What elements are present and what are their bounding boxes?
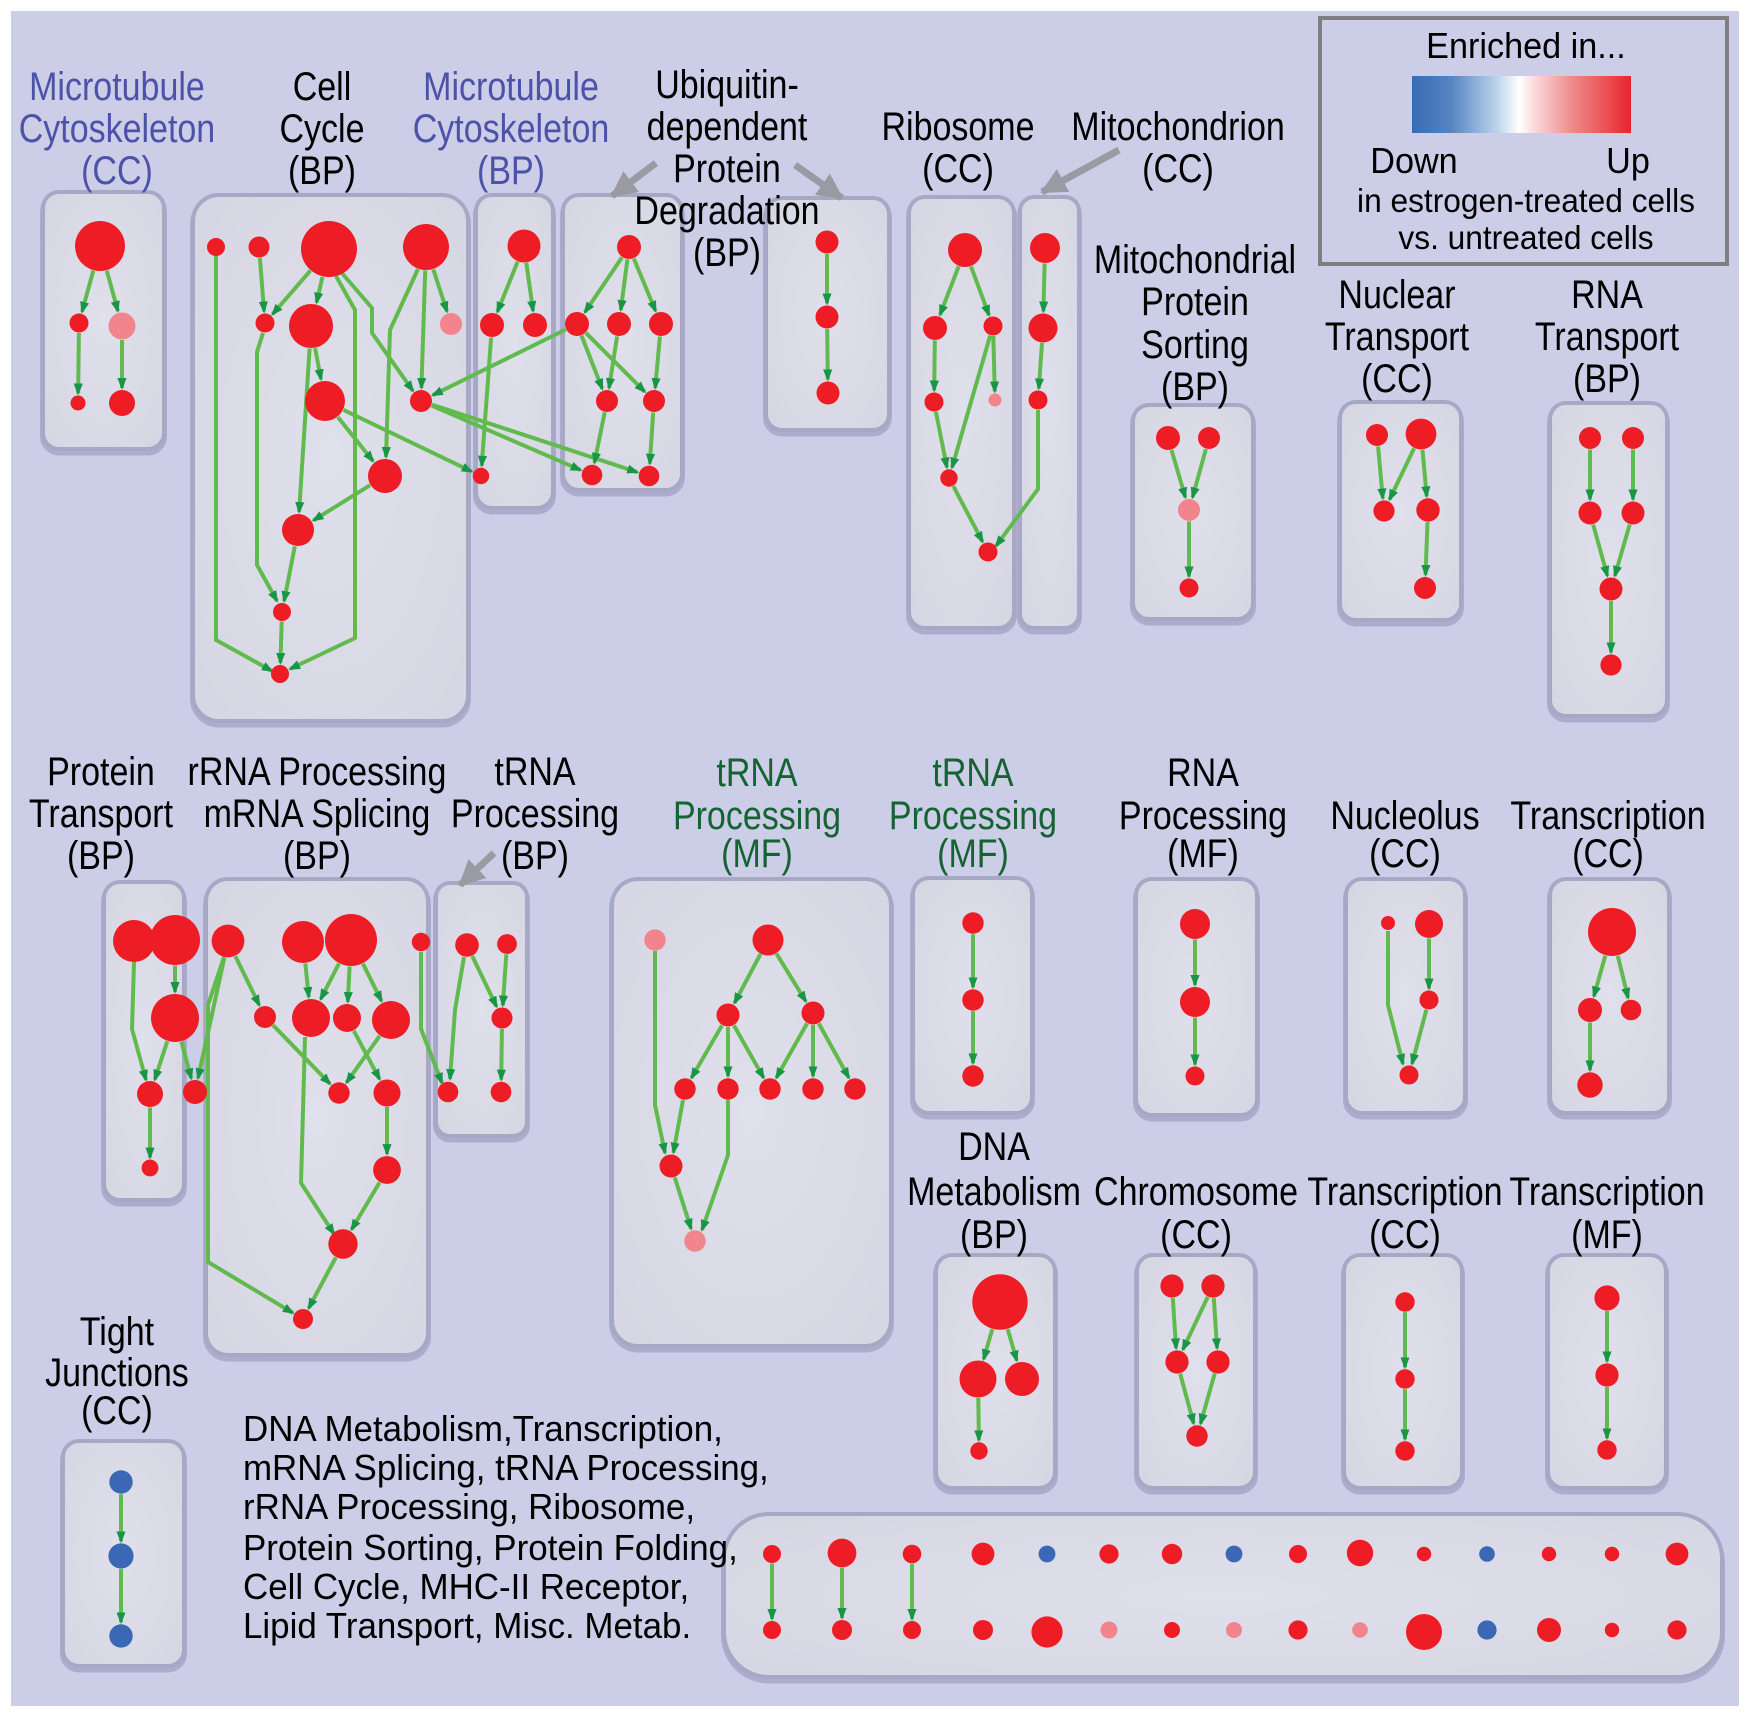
svg-text:(CC): (CC) bbox=[1142, 145, 1214, 190]
svg-text:Microtubule: Microtubule bbox=[423, 63, 599, 108]
svg-text:Mitochondrion: Mitochondrion bbox=[1071, 103, 1284, 148]
svg-text:(BP): (BP) bbox=[1161, 363, 1229, 408]
svg-text:(BP): (BP) bbox=[283, 832, 351, 877]
svg-text:Transcription: Transcription bbox=[1510, 792, 1705, 837]
svg-text:dependent: dependent bbox=[647, 103, 808, 148]
svg-text:(CC): (CC) bbox=[81, 147, 153, 192]
svg-text:rRNA Processing, Ribosome,: rRNA Processing, Ribosome, bbox=[243, 1487, 695, 1528]
svg-text:vs. untreated cells: vs. untreated cells bbox=[1398, 219, 1653, 256]
svg-text:Junctions: Junctions bbox=[45, 1349, 189, 1394]
svg-text:(CC): (CC) bbox=[1361, 355, 1433, 400]
svg-text:Nucleolus: Nucleolus bbox=[1330, 792, 1479, 837]
svg-text:Nuclear: Nuclear bbox=[1338, 271, 1455, 316]
svg-text:mRNA Splicing, tRNA Processing: mRNA Splicing, tRNA Processing, bbox=[243, 1448, 769, 1489]
svg-text:Cell Cycle, MHC-II Receptor,: Cell Cycle, MHC-II Receptor, bbox=[243, 1567, 689, 1608]
svg-text:(BP): (BP) bbox=[67, 832, 135, 877]
svg-text:Transport: Transport bbox=[29, 790, 174, 835]
svg-text:Protein Sorting, Protein Foldi: Protein Sorting, Protein Folding, bbox=[243, 1528, 738, 1569]
svg-text:Up: Up bbox=[1606, 141, 1650, 181]
svg-text:in estrogen-treated cells: in estrogen-treated cells bbox=[1357, 182, 1695, 219]
svg-text:(MF): (MF) bbox=[1167, 830, 1239, 875]
svg-text:mRNA Splicing: mRNA Splicing bbox=[204, 790, 431, 835]
svg-text:Cycle: Cycle bbox=[279, 105, 364, 150]
svg-text:Tight: Tight bbox=[80, 1308, 155, 1353]
svg-text:RNA: RNA bbox=[1167, 749, 1239, 794]
svg-text:Lipid Transport, Misc. Metab.: Lipid Transport, Misc. Metab. bbox=[243, 1606, 691, 1647]
svg-text:(BP): (BP) bbox=[477, 147, 545, 192]
svg-text:Enriched in...: Enriched in... bbox=[1426, 26, 1626, 66]
svg-text:Transport: Transport bbox=[1535, 313, 1680, 358]
svg-text:Mitochondrial: Mitochondrial bbox=[1094, 236, 1296, 281]
svg-text:DNA Metabolism,Transcription,: DNA Metabolism,Transcription, bbox=[243, 1409, 723, 1450]
svg-text:(MF): (MF) bbox=[1571, 1211, 1643, 1256]
svg-text:Processing: Processing bbox=[451, 790, 619, 835]
svg-text:Transcription: Transcription bbox=[1307, 1168, 1502, 1213]
svg-text:(CC): (CC) bbox=[81, 1387, 153, 1432]
svg-text:Processing: Processing bbox=[889, 792, 1057, 837]
svg-text:tRNA: tRNA bbox=[932, 749, 1013, 794]
svg-text:Cell: Cell bbox=[293, 63, 352, 108]
svg-text:Down: Down bbox=[1370, 141, 1457, 181]
svg-text:(MF): (MF) bbox=[937, 830, 1009, 875]
svg-text:(CC): (CC) bbox=[1572, 830, 1644, 875]
svg-text:Microtubule: Microtubule bbox=[29, 63, 205, 108]
svg-text:Ubiquitin-: Ubiquitin- bbox=[655, 61, 799, 106]
svg-text:Sorting: Sorting bbox=[1141, 321, 1249, 366]
svg-text:Processing: Processing bbox=[673, 792, 841, 837]
svg-text:DNA: DNA bbox=[958, 1123, 1030, 1168]
svg-text:RNA: RNA bbox=[1571, 271, 1643, 316]
svg-text:(CC): (CC) bbox=[1369, 830, 1441, 875]
svg-text:Protein: Protein bbox=[47, 748, 155, 793]
svg-text:tRNA: tRNA bbox=[494, 748, 575, 793]
svg-text:(BP): (BP) bbox=[288, 147, 356, 192]
svg-text:Metabolism: Metabolism bbox=[907, 1168, 1081, 1213]
svg-text:Processing: Processing bbox=[1119, 792, 1287, 837]
svg-text:(BP): (BP) bbox=[693, 229, 761, 274]
svg-text:(MF): (MF) bbox=[721, 830, 793, 875]
svg-text:(CC): (CC) bbox=[1160, 1211, 1232, 1256]
svg-text:rRNA Processing: rRNA Processing bbox=[188, 748, 447, 793]
svg-text:Transport: Transport bbox=[1325, 313, 1470, 358]
svg-text:(CC): (CC) bbox=[922, 145, 994, 190]
svg-text:(BP): (BP) bbox=[1573, 355, 1641, 400]
svg-text:(BP): (BP) bbox=[501, 832, 569, 877]
svg-text:Protein: Protein bbox=[673, 145, 781, 190]
svg-text:Cytoskeleton: Cytoskeleton bbox=[19, 105, 215, 150]
svg-text:Protein: Protein bbox=[1141, 278, 1249, 323]
svg-text:tRNA: tRNA bbox=[716, 749, 797, 794]
svg-text:Chromosome: Chromosome bbox=[1094, 1168, 1298, 1213]
svg-text:(BP): (BP) bbox=[960, 1211, 1028, 1256]
svg-text:Transcription: Transcription bbox=[1509, 1168, 1704, 1213]
svg-text:Degradation: Degradation bbox=[634, 187, 819, 232]
svg-text:Ribosome: Ribosome bbox=[882, 103, 1035, 148]
svg-text:Cytoskeleton: Cytoskeleton bbox=[413, 105, 609, 150]
svg-text:(CC): (CC) bbox=[1369, 1211, 1441, 1256]
